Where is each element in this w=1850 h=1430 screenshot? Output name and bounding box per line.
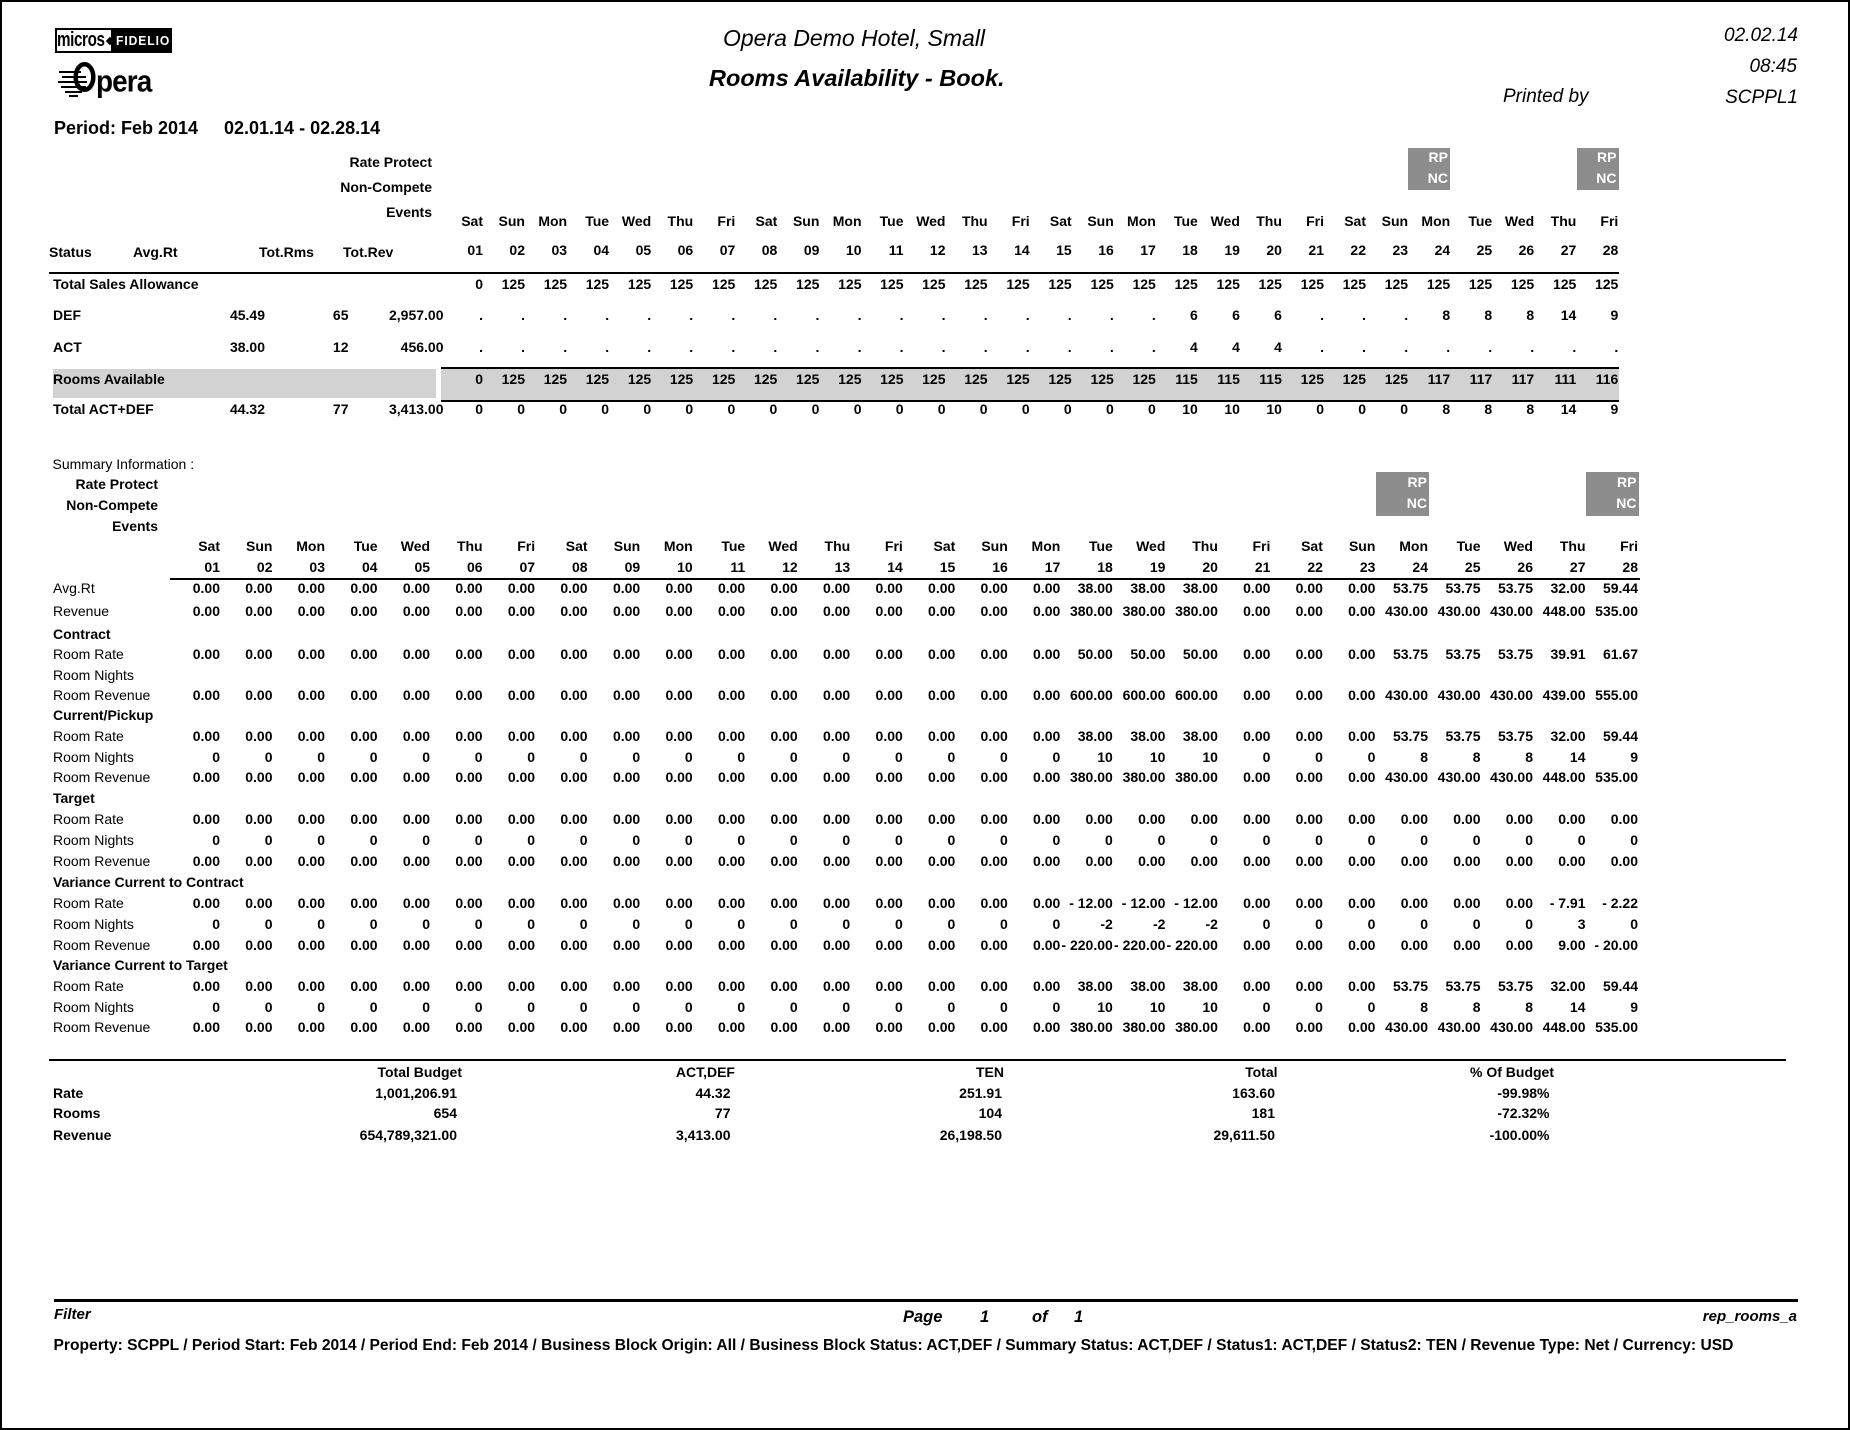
svg-text:pera: pera xyxy=(96,64,153,99)
